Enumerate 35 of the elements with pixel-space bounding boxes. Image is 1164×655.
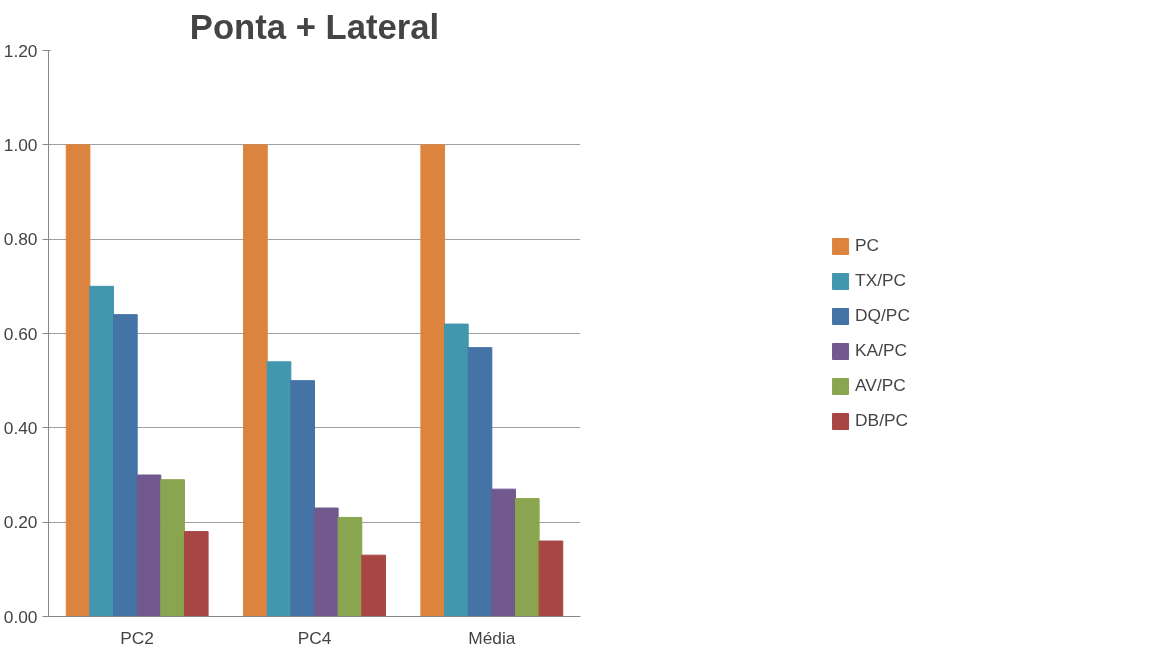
bar <box>444 323 469 617</box>
y-tick-label: 1.20 <box>3 40 38 61</box>
x-tick-label: PC2 <box>120 627 155 648</box>
legend-label: AV/PC <box>855 375 906 396</box>
bar <box>89 285 115 617</box>
bar <box>514 498 540 617</box>
bar <box>65 144 91 617</box>
legend-label: TX/PC <box>855 270 907 291</box>
x-tick-label: PC4 <box>297 627 332 648</box>
y-tick-label: 1.00 <box>3 134 38 155</box>
y-tick-label: 0.20 <box>3 512 38 533</box>
bar <box>113 314 138 617</box>
bar <box>361 554 386 617</box>
bar <box>183 531 209 617</box>
y-tick-label: 0.40 <box>3 417 38 438</box>
x-tick-label: Média <box>468 627 516 648</box>
bar <box>491 488 516 617</box>
legend-label: PC <box>855 235 880 256</box>
y-tick-label: 0.80 <box>3 229 38 250</box>
bar <box>337 516 363 617</box>
bar <box>420 144 446 617</box>
bar <box>160 479 185 617</box>
legend-label: DB/PC <box>855 410 909 431</box>
chart-title: Ponta + Lateral <box>189 7 440 46</box>
bar <box>538 540 564 617</box>
bar <box>467 347 493 617</box>
bar <box>266 361 292 617</box>
legend-label: KA/PC <box>855 340 908 361</box>
y-tick-label: 0.60 <box>3 323 38 344</box>
bar <box>136 474 162 617</box>
bar <box>314 507 339 617</box>
bar <box>290 380 315 617</box>
legend-label: DQ/PC <box>855 305 910 326</box>
y-tick-label: 0.00 <box>3 606 38 627</box>
bar <box>243 144 268 617</box>
